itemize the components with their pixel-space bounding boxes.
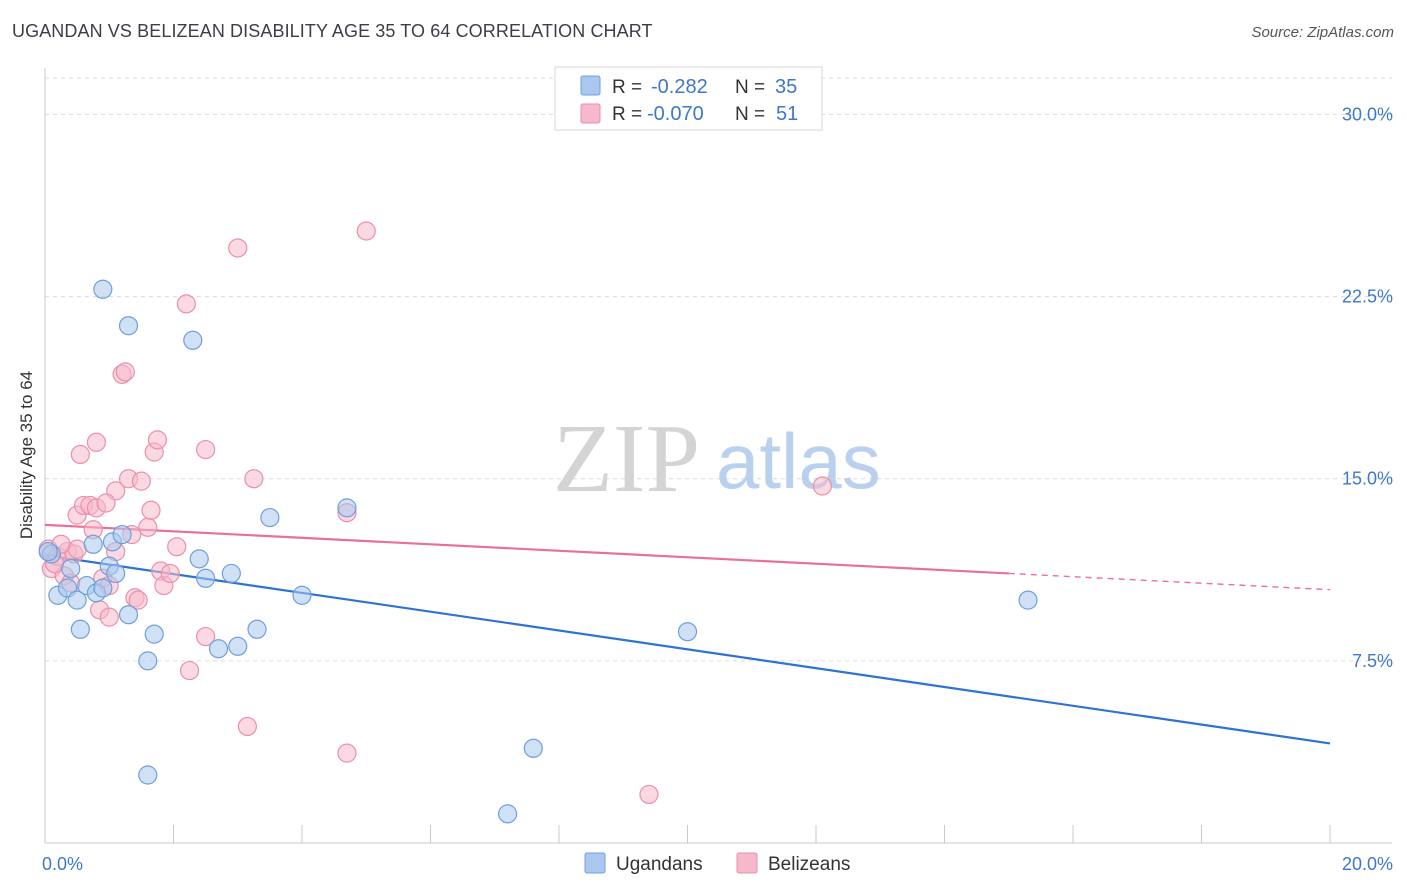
axes: [44, 68, 1392, 844]
ugandans-point: [138, 651, 158, 671]
ugandans-point: [292, 585, 312, 605]
x-tick-label: 0.0%: [42, 854, 83, 874]
ugandans-trend-line: [44, 554, 1331, 745]
ugandans-point: [196, 568, 216, 588]
belizeans-trend-line: [44, 523, 1009, 575]
ugandans-point: [138, 765, 158, 785]
ugandans-point: [498, 804, 518, 824]
belizeans-point: [228, 238, 248, 258]
y-axis-label: Disability Age 35 to 64: [17, 371, 36, 539]
legend-r-value-belizeans: -0.070: [647, 103, 704, 125]
y-tick-label: 22.5%: [1342, 287, 1393, 307]
legend-n-label-belizeans: N =: [735, 104, 765, 125]
ugandans-point: [1018, 590, 1038, 610]
ugandans-point: [93, 578, 113, 598]
belizeans-point: [179, 660, 200, 681]
ugandans-point: [118, 605, 139, 625]
ugandans-point: [228, 636, 248, 656]
ugandans-point: [67, 590, 87, 610]
belizeans-point: [86, 432, 107, 452]
ugandans-point: [83, 534, 103, 554]
y-tick-labels: 7.5% 15.0% 22.5% 30.0%: [1342, 104, 1393, 670]
belizeans-point: [176, 294, 196, 314]
ugandans-point: [221, 563, 241, 584]
chart-source: Source: ZipAtlas.com: [1251, 24, 1394, 41]
y-tick-label: 30.0%: [1342, 104, 1393, 124]
ugandans-point: [677, 622, 698, 642]
belizeans-point: [67, 539, 87, 559]
belizeans-point: [196, 439, 216, 460]
ugandans-point: [183, 330, 203, 350]
belizeans-point: [138, 517, 158, 537]
x-tick-labels: 0.0% 20.0%: [42, 854, 1393, 874]
ugandans-point: [38, 541, 58, 562]
ugandans-point: [208, 639, 229, 659]
belizeans-point: [237, 716, 257, 737]
belizeans-point: [812, 476, 833, 496]
legend-n-value-ugandans: 35: [775, 76, 797, 98]
ugandans-points: [38, 279, 1038, 824]
belizeans-point: [337, 743, 357, 763]
legend-r-label-belizeans: R =: [612, 104, 642, 125]
legend-n-value-belizeans: 51: [776, 103, 798, 125]
legend-r-value-ugandans: -0.282: [651, 76, 708, 98]
ugandans-point: [189, 549, 209, 569]
belizeans-point: [167, 537, 187, 557]
belizeans-point: [115, 362, 135, 382]
y-tick-label: 7.5%: [1352, 651, 1393, 671]
ugandans-point: [70, 619, 90, 639]
watermark-atlas: atlas: [716, 417, 881, 505]
bottom-legend: Ugandans Belizeans: [584, 852, 850, 875]
ugandans-point: [247, 619, 267, 639]
y-tick-label: 15.0%: [1342, 469, 1393, 489]
belizeans-point: [196, 626, 216, 647]
belizeans-point: [131, 471, 151, 491]
belizeans-point: [639, 784, 659, 805]
watermark-zip: ZIP: [553, 405, 700, 513]
chart-title: UGANDAN VS BELIZEAN DISABILITY AGE 35 TO…: [12, 21, 653, 41]
belizeans-point: [128, 590, 148, 610]
ugandans-point: [260, 507, 280, 528]
x-tick-label: 20.0%: [1342, 854, 1393, 874]
ugandans-point: [144, 624, 164, 644]
legend-swatch-belizeans: [580, 103, 601, 124]
ugandans-point: [523, 738, 543, 758]
belizeans-point: [96, 493, 116, 513]
ugandans-point: [61, 558, 81, 579]
legend-swatch-ugandans: [580, 75, 601, 96]
belizeans-point: [160, 563, 180, 584]
ugandans-point: [106, 563, 126, 584]
belizeans-points: [38, 221, 833, 805]
ugandans-point: [337, 498, 357, 518]
belizeans-point: [356, 221, 376, 241]
bottom-legend-swatch-ugandans: [584, 852, 606, 874]
bottom-legend-swatch-belizeans: [736, 852, 758, 874]
belizeans-point: [99, 607, 119, 627]
belizeans-point: [70, 444, 90, 465]
bottom-legend-label-belizeans: Belizeans: [768, 854, 850, 875]
ugandans-point: [118, 316, 139, 336]
belizeans-point: [244, 469, 264, 489]
trend-lines: [44, 523, 1331, 745]
belizeans-point: [141, 500, 161, 520]
grid: [45, 77, 1392, 662]
legend-r-label-ugandans: R =: [612, 77, 642, 98]
belizeans-point: [147, 430, 168, 450]
belizeans-trend-extension: [1008, 572, 1331, 591]
ugandans-point: [112, 524, 132, 545]
ugandans-point: [93, 279, 113, 299]
bottom-legend-label-ugandans: Ugandans: [616, 854, 703, 875]
watermark: ZIP atlas: [553, 405, 881, 513]
legend: R = -0.282 N = 35 R = -0.070 N = 51: [554, 66, 823, 131]
legend-n-label-ugandans: N =: [735, 77, 765, 98]
